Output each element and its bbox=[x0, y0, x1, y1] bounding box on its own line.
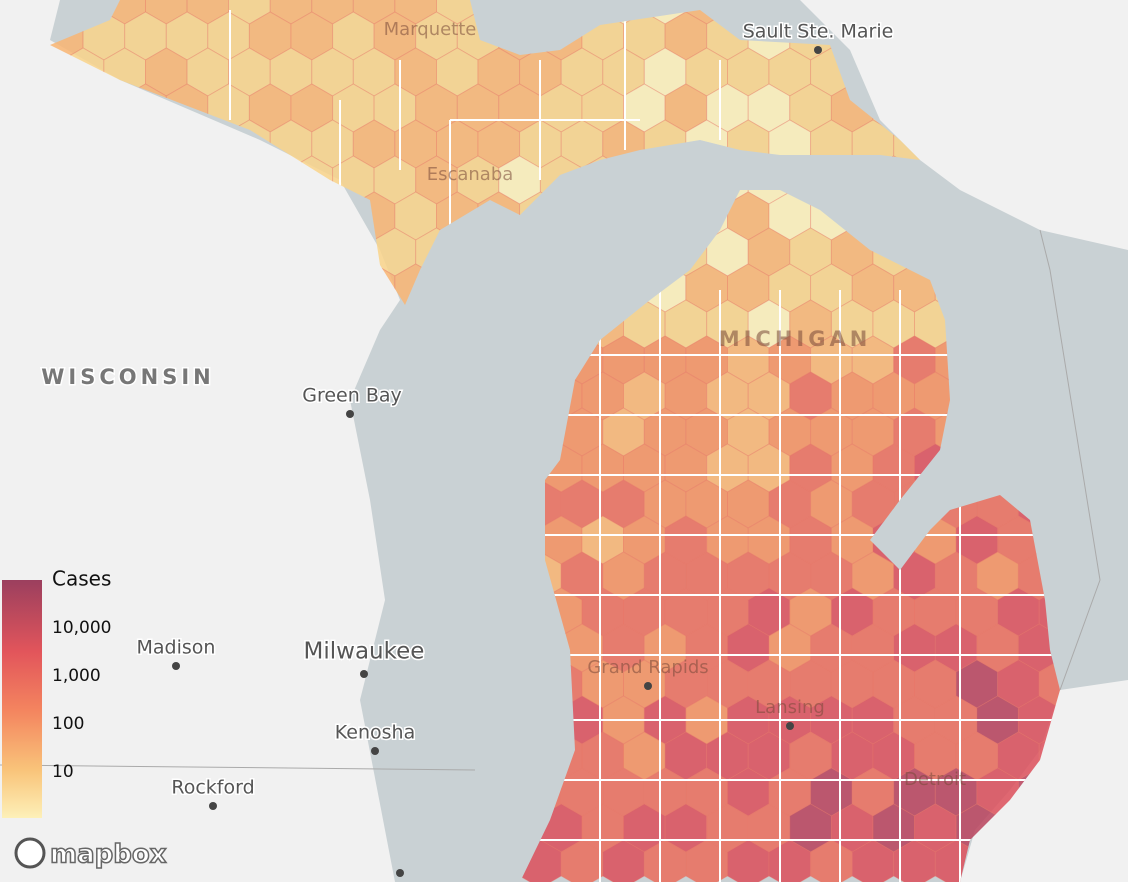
place-label: Detroit bbox=[904, 769, 966, 790]
attribution[interactable]: mapbox bbox=[49, 839, 167, 871]
place-label: Marquette bbox=[384, 19, 477, 40]
place-label: Grand Rapids bbox=[587, 657, 708, 678]
state-label: WISCONSIN bbox=[41, 365, 214, 389]
legend-label: 1,000 bbox=[52, 666, 101, 686]
place-label: Sault Ste. Marie bbox=[743, 21, 894, 43]
land-east bbox=[960, 680, 1128, 882]
place-label: Green Bay bbox=[302, 385, 402, 407]
place-label: Kenosha bbox=[335, 722, 415, 744]
legend-label: 10,000 bbox=[52, 618, 111, 638]
place-label: Lansing bbox=[755, 697, 825, 718]
city-dots bbox=[172, 46, 822, 877]
legend-title: Cases bbox=[52, 567, 111, 591]
place-label: Rockford bbox=[171, 777, 254, 799]
mapbox-logo[interactable]: mapbox bbox=[14, 837, 167, 871]
land-ontario bbox=[740, 0, 1128, 250]
legend-label: 100 bbox=[52, 714, 84, 734]
legend: Cases 10,000 1,000 100 10 bbox=[2, 567, 111, 818]
place-label: Escanaba bbox=[427, 164, 514, 185]
land-west bbox=[0, 0, 400, 882]
legend-ramp bbox=[2, 580, 42, 818]
place-label: Madison bbox=[137, 637, 216, 659]
hex-cell bbox=[1038, 659, 1060, 709]
place-label: Milwaukee bbox=[304, 639, 425, 665]
legend-label: 10 bbox=[52, 762, 74, 782]
borders bbox=[0, 229, 1101, 771]
state-label: MICHIGAN bbox=[719, 327, 872, 351]
